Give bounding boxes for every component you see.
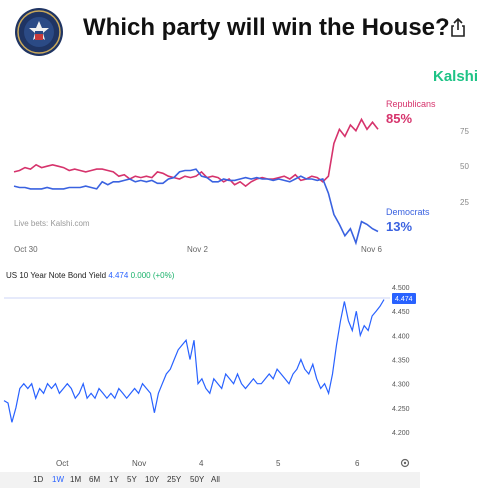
x-tick-oct30: Oct 30 [14,245,38,254]
settings-gear-icon[interactable] [400,458,410,468]
bond-y-tick: 4.500 [392,285,410,292]
bond-y-tick: 4.350 [392,358,410,365]
democrats-value: 13% [386,219,412,234]
period-25y[interactable]: 25Y [167,475,182,484]
period-1w[interactable]: 1W [52,475,64,484]
y-tick-25: 25 [460,198,469,207]
x-tick-oct: Oct [56,459,69,468]
header: Which party will win the House? [0,0,500,60]
bond-y-tick: 4.400 [392,333,410,340]
x-tick-5: 5 [276,459,281,468]
democrats-label: Democrats [386,207,430,217]
x-tick-4: 4 [199,459,204,468]
period-1y[interactable]: 1Y [109,475,119,484]
bond-title: US 10 Year Note Bond Yield [6,271,107,280]
y-tick-75: 75 [460,127,469,136]
share-icon[interactable] [449,18,467,38]
x-tick-nov6: Nov 6 [361,245,382,254]
page-title: Which party will win the House? [83,14,450,41]
bond-change: 0.000 (+0%) [130,271,175,280]
bond-yield-line [3,299,385,423]
house-odds-chart: 75 50 25 Oct 30 Nov 2 Nov 6 Live bets: K… [13,99,469,254]
democrats-series-line [13,168,379,246]
x-tick-nov2: Nov 2 [187,245,208,254]
x-tick-nov: Nov [132,459,146,468]
period-selector: 1D 1W 1M 6M 1Y 5Y 10Y 25Y 50Y All [0,472,420,488]
house-seal-logo [15,8,63,56]
bond-y-tick: 4.450 [392,309,410,316]
republicans-value: 85% [386,111,412,126]
period-all[interactable]: All [211,475,220,484]
bond-y-ticks: 4.500 4.450 4.400 4.350 4.300 4.250 4.200 [392,285,410,437]
bond-y-tick: 4.250 [392,406,410,413]
period-6m[interactable]: 6M [89,475,101,484]
period-50y[interactable]: 50Y [190,475,205,484]
watermark: Live bets: Kalshi.com [14,219,90,228]
top-axis-labels: 75 50 25 Oct 30 Nov 2 Nov 6 Live bets: K… [14,127,469,254]
period-1d[interactable]: 1D [33,475,44,484]
y-tick-50: 50 [460,162,469,171]
bond-yield-chart: 4.500 4.450 4.400 4.350 4.300 4.250 4.200 4.47… [3,285,416,468]
bond-y-tick: 4.200 [392,430,410,437]
bond-y-tick: 4.300 [392,382,410,389]
price-tag-value: 4.474 [395,296,413,303]
kalshi-brand: Kalshi [433,68,479,85]
republicans-series-line [13,117,379,188]
republicans-label: Republicans [386,99,436,109]
period-1m[interactable]: 1M [70,475,82,484]
bond-x-ticks: Oct Nov 4 5 6 [56,459,360,468]
price-tag [392,293,416,304]
bond-last-value: 4.474 [108,271,129,280]
period-10y[interactable]: 10Y [145,475,160,484]
period-5y[interactable]: 5Y [127,475,137,484]
x-tick-6: 6 [355,459,360,468]
bond-chart-header: US 10 Year Note Bond Yield 4.474 0.000 (… [6,271,174,280]
